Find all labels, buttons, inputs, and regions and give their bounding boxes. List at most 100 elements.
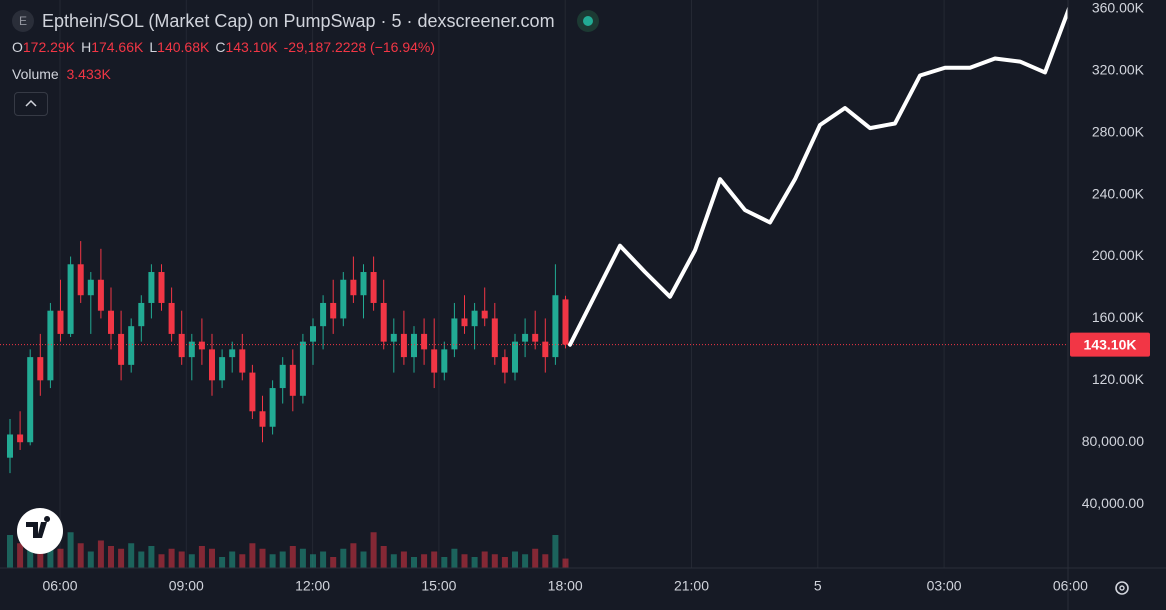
volume-bar [128,543,135,568]
ohlc-key: L [149,39,158,55]
candle-body [178,333,185,358]
volume-bar [188,554,195,568]
candle-body [118,333,125,365]
volume-bar [67,532,74,568]
volume-row: Volume 3.433K [12,66,111,82]
y-tick-label: 120.00K [1092,371,1145,387]
candle-body [330,302,337,319]
volume-bar [37,546,44,568]
chart-title: Epthein/SOL (Market Cap) on PumpSwap · 5… [42,10,555,31]
candle-body [451,318,458,350]
volume-bar [431,551,438,568]
volume-bar [239,554,246,568]
y-tick-label: 200.00K [1092,247,1145,263]
volume-bar [512,551,518,568]
volume-bar [330,557,337,568]
candle-body [229,349,236,358]
candle-body [491,318,498,358]
candle-body [239,349,246,373]
x-tick-label: 18:00 [548,578,583,594]
volume-value: 3.433K [66,66,111,82]
volume-bar [320,551,327,568]
candle-body [421,333,428,350]
candle-body [552,295,559,358]
candle-body [310,326,316,342]
x-tick-label: 12:00 [295,578,330,594]
volume-bar [370,532,377,568]
volume-bar [522,554,529,568]
candle-body [128,326,135,365]
ohlc-value: 143.10K [225,39,278,55]
drawn-line [568,5,1068,347]
status-indicator [576,10,599,32]
x-tick-label: 09:00 [169,578,204,594]
candle-body [7,434,13,458]
candle-body [411,333,417,358]
volume-label: Volume [12,66,59,82]
collapse-button[interactable] [14,92,48,116]
header: E Epthein/SOL (Market Cap) on PumpSwap ·… [12,10,599,32]
volume-bar [471,557,478,568]
y-tick-label: 360.00K [1092,0,1145,16]
volume-bar [118,548,125,568]
settings-button[interactable] [1115,581,1129,595]
y-tick-label: 240.00K [1092,185,1145,201]
candle-body [57,310,64,334]
volume-bar [97,540,104,568]
volume-bar [360,551,367,568]
candle-body [198,341,205,350]
volume-bar [441,557,448,568]
candle-body [289,364,296,396]
volume-bar [461,554,468,568]
x-tick-label: 5 [814,578,822,594]
x-tick-label: 06:00 [1053,578,1088,594]
x-tick-label: 03:00 [927,578,962,594]
candle-body [97,279,104,311]
ohlc-value: 174.66K [91,39,144,55]
candle-body [522,333,529,342]
candle-body [279,364,286,389]
volume-bar [17,543,24,568]
candle-body [350,279,357,296]
candle-body [380,302,387,342]
ohlc-key: O [12,39,23,55]
volume-bar [77,543,84,568]
volume-bar [310,554,316,568]
volume-bar [209,548,215,568]
x-tick-label: 15:00 [421,578,456,594]
candle-body [87,279,94,296]
volume-bar [7,535,13,568]
candle-body [249,372,256,412]
candle-body [542,341,549,358]
volume-bar [542,554,549,568]
y-tick-label: 320.00K [1092,62,1145,78]
volume-bar [491,554,498,568]
candle-body [390,333,397,342]
candle-body [77,264,84,296]
candle-body [158,272,165,303]
candle-body [209,349,215,381]
candle-body [461,318,468,327]
y-tick-label: 160.00K [1092,309,1145,325]
candle-body [320,302,327,327]
tv-logo [17,508,63,554]
volume-bar [108,546,114,568]
candle-body [431,349,438,373]
candle-body [360,272,367,296]
volume-bar [138,551,145,568]
ohlc-key: C [215,39,226,55]
candle-body [108,310,114,334]
last-price-label: 143.10K [1084,336,1137,352]
volume-bar [562,558,569,568]
candle-body [481,310,488,319]
y-tick-label: 280.00K [1092,123,1145,139]
volume-bar [229,551,236,568]
volume-bar [249,543,256,568]
volume-bar [47,537,54,568]
candle-body [37,357,44,381]
x-tick-label: 06:00 [42,578,77,594]
volume-bar [148,546,155,568]
candle-body [259,411,266,427]
candle-body [17,434,24,443]
